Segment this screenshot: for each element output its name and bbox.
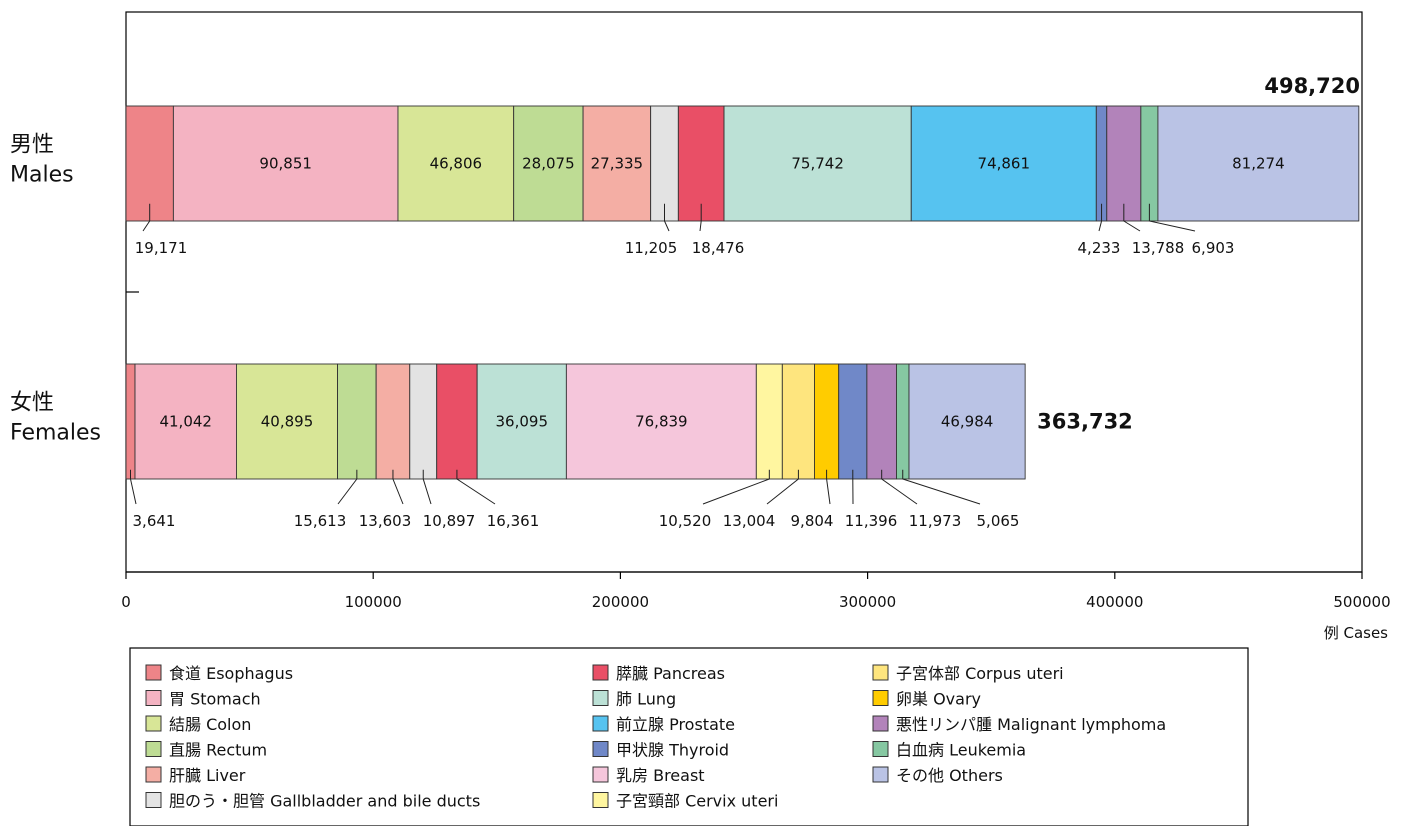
- legend-swatch-liver: [146, 767, 161, 782]
- legend-swatch-lymphoma: [873, 716, 888, 731]
- data-label-leukemia: 6,903: [1192, 239, 1235, 257]
- legend-label-cervix: 子宮頸部 Cervix uteri: [616, 792, 778, 811]
- category-labels: 男性 Males 女性 Females: [10, 133, 101, 446]
- data-label-corpus: 13,004: [723, 512, 776, 530]
- category-label-en: Males: [10, 163, 74, 188]
- data-label-liver: 27,335: [591, 155, 644, 173]
- data-label-liver: 13,603: [359, 512, 412, 530]
- legend-swatch-ovary: [873, 691, 888, 706]
- data-label-gallbladder: 10,897: [423, 512, 476, 530]
- data-label-pancreas: 18,476: [692, 239, 745, 257]
- data-label-cervix: 10,520: [659, 512, 712, 530]
- category-label-ja: 男性: [10, 133, 54, 158]
- data-label-others: 46,984: [941, 413, 994, 431]
- legend: 食道 Esophagus 胃 Stomach 結腸 Colon 直腸 Rectum 肝臓…: [130, 648, 1248, 826]
- legend-swatch-colon: [146, 716, 161, 731]
- legend-label-pancreas: 膵臓 Pancreas: [616, 664, 725, 683]
- data-label-stomach: 90,851: [259, 155, 312, 173]
- total-label-females: 363,732: [1037, 410, 1133, 434]
- legend-label-lung: 肺 Lung: [616, 690, 676, 709]
- bar-segment-lymphoma: [867, 364, 897, 479]
- bar-segment-liver: [376, 364, 410, 479]
- x-axis-unit-label: 例 Cases: [1324, 624, 1388, 642]
- data-label-leukemia: 5,065: [977, 512, 1020, 530]
- data-label-lymphoma: 13,788: [1132, 239, 1185, 257]
- bar-segment-pancreas: [437, 364, 477, 479]
- data-label-lung: 75,742: [791, 155, 844, 173]
- bar-segment-cervix: [756, 364, 782, 479]
- data-label-rectum: 28,075: [522, 155, 575, 173]
- legend-label-rectum: 直腸 Rectum: [169, 741, 267, 760]
- legend-swatch-pancreas: [593, 665, 608, 680]
- data-label-thyroid: 4,233: [1078, 239, 1121, 257]
- data-label-colon: 40,895: [261, 413, 314, 431]
- plot-border: [126, 12, 1362, 572]
- data-label-colon: 46,806: [430, 155, 483, 173]
- legend-swatch-stomach: [146, 691, 161, 706]
- legend-label-esophagus: 食道 Esophagus: [169, 664, 293, 683]
- legend-label-ovary: 卵巣 Ovary: [896, 690, 981, 709]
- x-tick-label: 200000: [592, 593, 649, 611]
- data-label-esophagus: 3,641: [133, 512, 176, 530]
- data-label-pancreas: 16,361: [487, 512, 540, 530]
- bar-segment-leukemia: [896, 364, 909, 479]
- bar-segment-esophagus: [126, 364, 135, 479]
- data-label-ovary: 9,804: [791, 512, 834, 530]
- data-label-rectum: 15,613: [294, 512, 347, 530]
- legend-swatch-breast: [593, 767, 608, 782]
- legend-swatch-others: [873, 767, 888, 782]
- legend-swatch-rectum: [146, 742, 161, 757]
- data-label-gallbladder: 11,205: [625, 239, 678, 257]
- legend-swatch-esophagus: [146, 665, 161, 680]
- x-tick-label: 300000: [839, 593, 896, 611]
- legend-label-breast: 乳房 Breast: [616, 766, 705, 785]
- data-label-esophagus: 19,171: [135, 239, 188, 257]
- data-label-lymphoma: 11,973: [909, 512, 962, 530]
- legend-swatch-cervix: [593, 793, 608, 808]
- legend-swatch-leukemia: [873, 742, 888, 757]
- data-label-stomach: 41,042: [159, 413, 212, 431]
- legend-swatch-thyroid: [593, 742, 608, 757]
- data-label-prostate: 74,861: [978, 155, 1031, 173]
- category-label-en: Females: [10, 421, 101, 446]
- x-axis: 0 100000 200000 300000 400000 500000 例 Cases: [121, 572, 1390, 642]
- bar-segment-thyroid: [839, 364, 867, 479]
- data-label-lung: 36,095: [496, 413, 549, 431]
- bar-segment-corpus: [782, 364, 814, 479]
- plot-frame: [126, 12, 1362, 572]
- legend-label-corpus: 子宮体部 Corpus uteri: [896, 664, 1064, 683]
- legend-swatch-prostate: [593, 716, 608, 731]
- bar-segment-rectum: [338, 364, 377, 479]
- legend-label-prostate: 前立腺 Prostate: [616, 715, 735, 734]
- bar-segment-ovary: [814, 364, 838, 479]
- bar-segment-gallbladder: [410, 364, 437, 479]
- legend-label-colon: 結腸 Colon: [169, 715, 251, 734]
- legend-swatch-gallbladder: [146, 793, 161, 808]
- total-label-males: 498,720: [1264, 74, 1360, 98]
- legend-label-thyroid: 甲状腺 Thyroid: [616, 741, 729, 760]
- data-label-breast: 76,839: [635, 413, 688, 431]
- data-label-others: 81,274: [1232, 155, 1285, 173]
- legend-swatch-lung: [593, 691, 608, 706]
- legend-label-leukemia: 白血病 Leukemia: [896, 741, 1026, 760]
- legend-label-others: その他 Others: [896, 766, 1003, 785]
- x-tick-label: 100000: [345, 593, 402, 611]
- x-tick-label: 500000: [1333, 593, 1390, 611]
- legend-swatch-corpus: [873, 665, 888, 680]
- legend-label-lymphoma: 悪性リンパ腫 Malignant lymphoma: [896, 715, 1166, 734]
- x-tick-label: 0: [121, 593, 131, 611]
- legend-label-gallbladder: 胆のう・胆管 Gallbladder and bile ducts: [169, 792, 480, 811]
- legend-label-liver: 肝臓 Liver: [169, 766, 246, 785]
- data-label-thyroid: 11,396: [845, 512, 898, 530]
- legend-label-stomach: 胃 Stomach: [169, 690, 261, 709]
- x-tick-label: 400000: [1086, 593, 1143, 611]
- category-label-ja: 女性: [10, 391, 54, 416]
